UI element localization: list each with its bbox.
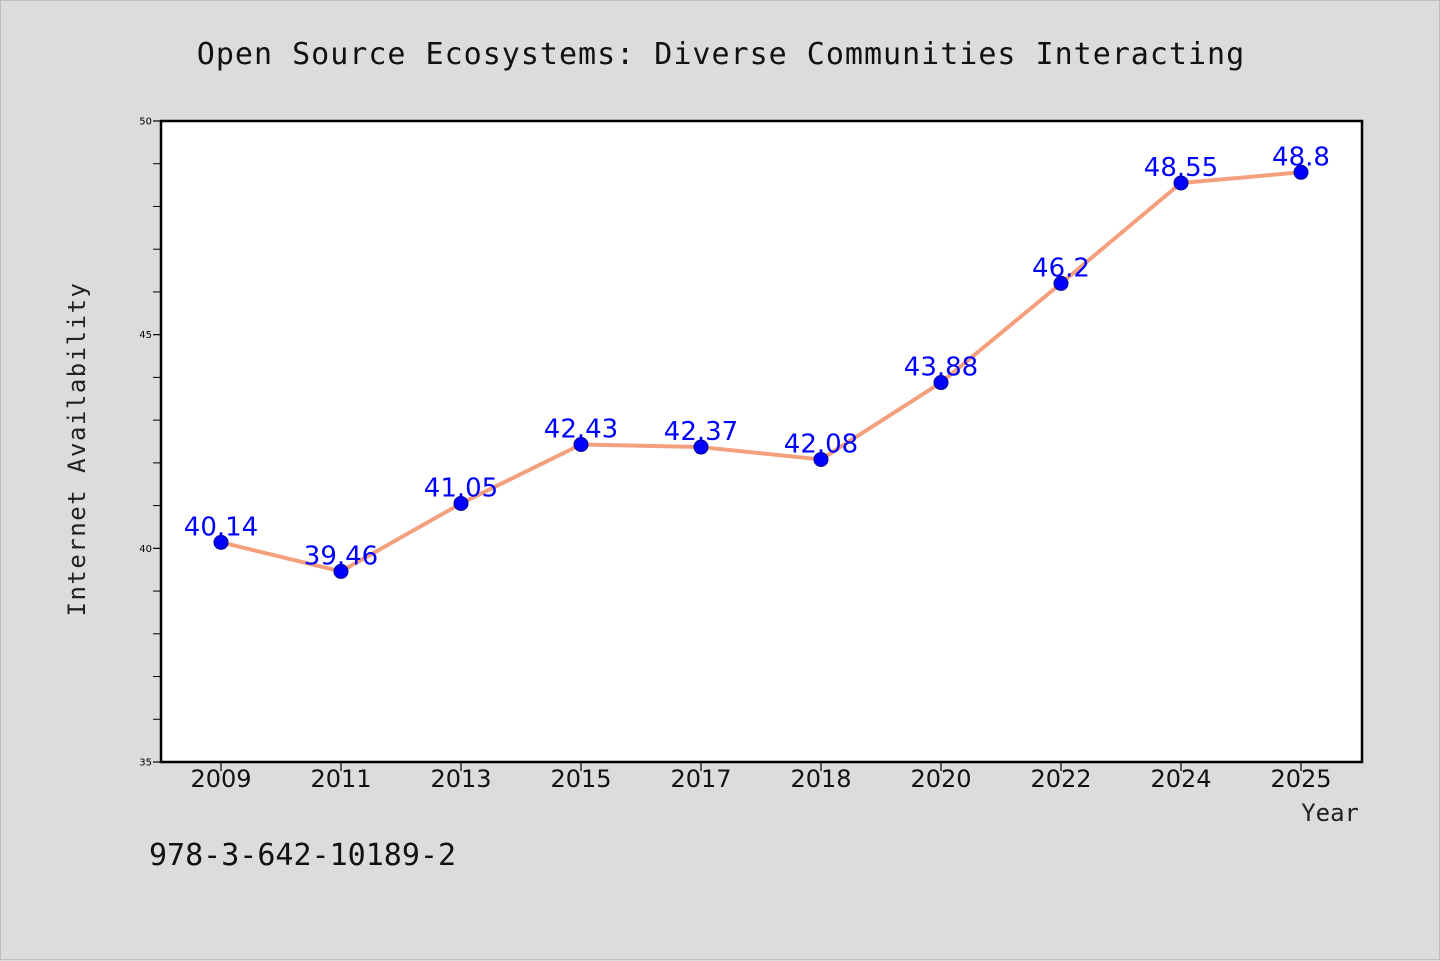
data-label: 43.88 xyxy=(904,353,978,383)
x-tick-label: 2011 xyxy=(310,765,371,793)
data-point xyxy=(1173,175,1189,191)
x-tick-label: 2024 xyxy=(1150,765,1211,793)
data-label: 41.05 xyxy=(424,473,498,503)
data-label: 42.37 xyxy=(664,417,738,447)
x-tick-label: 2009 xyxy=(190,765,251,793)
data-point xyxy=(213,534,229,550)
x-tick-label: 2017 xyxy=(670,765,731,793)
plot-area xyxy=(159,119,1364,764)
data-label: 42.08 xyxy=(784,429,858,459)
footer-code: 978-3-642-10189-2 xyxy=(149,838,456,873)
data-label: 48.8 xyxy=(1272,142,1330,172)
x-tick-label: 2020 xyxy=(910,765,971,793)
data-point xyxy=(453,495,469,511)
y-tick-label: 40 xyxy=(139,544,152,555)
data-point xyxy=(693,439,709,455)
data-label: 39.46 xyxy=(304,541,378,571)
x-axis-label: Year xyxy=(1301,799,1359,827)
series-markers xyxy=(213,164,1309,579)
x-tick-label: 2013 xyxy=(430,765,491,793)
y-tick-label: 50 xyxy=(139,117,152,128)
data-point xyxy=(573,436,589,452)
series-line xyxy=(219,170,1303,574)
data-label: 46.2 xyxy=(1032,253,1090,283)
data-point xyxy=(933,375,949,391)
x-tick-label: 2015 xyxy=(550,765,611,793)
data-point xyxy=(1053,275,1069,291)
y-tick-label: 35 xyxy=(139,758,152,769)
x-axis: 2009 2011 2013 2015 2017 2018 2020 2022 2024 2025 xyxy=(190,762,1332,793)
y-axis-label: Internet Availability xyxy=(63,282,91,617)
data-point xyxy=(813,451,829,467)
y-tick-label: 45 xyxy=(139,330,152,341)
data-point xyxy=(333,563,349,579)
chart-title: Open Source Ecosystems: Diverse Communit… xyxy=(197,37,1245,72)
x-tick-label: 2022 xyxy=(1030,765,1091,793)
data-point xyxy=(1293,164,1309,180)
x-tick-label: 2018 xyxy=(790,765,851,793)
data-label: 42.43 xyxy=(544,414,618,444)
data-labels: 40.14 39.46 41.05 42.43 42.37 42.08 43.88 46.2 4… xyxy=(184,142,1330,571)
data-label: 48.55 xyxy=(1144,153,1218,183)
y-axis: 35 40 45 50 xyxy=(139,117,161,769)
x-tick-label: 2025 xyxy=(1270,765,1331,793)
data-label: 40.14 xyxy=(184,512,258,542)
